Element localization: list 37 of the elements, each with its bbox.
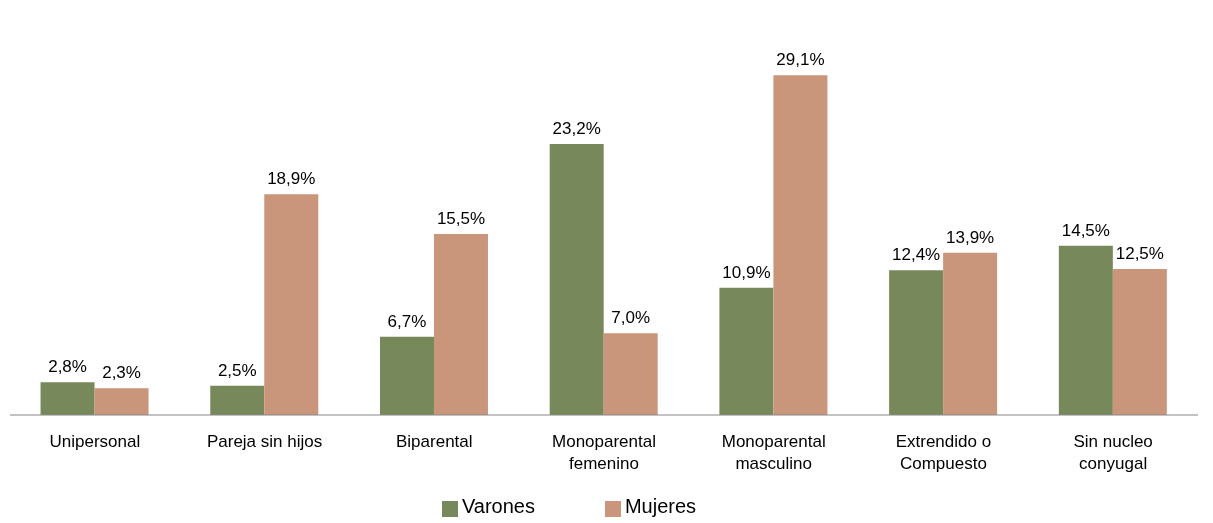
x-tick-label: Pareja sin hijos — [206, 432, 323, 451]
x-tick-label: Sin nucleo conyugal — [1073, 432, 1153, 473]
data-label: 10,9% — [722, 262, 771, 282]
data-label: 14,5% — [1061, 220, 1110, 240]
x-tick-label: Monoparental femenino — [552, 432, 656, 473]
data-label: 23,2% — [552, 119, 601, 139]
bar — [719, 287, 774, 415]
x-tick-label: Extrendido o Compuesto — [895, 432, 992, 473]
bar — [549, 144, 604, 415]
data-label: 2,5% — [217, 360, 257, 380]
data-label: 6,7% — [387, 311, 427, 331]
data-label: 12,4% — [892, 245, 941, 265]
bar — [40, 382, 95, 415]
bar — [943, 252, 998, 415]
bar — [1112, 269, 1167, 415]
data-label: 29,1% — [776, 50, 825, 70]
data-label: 12,5% — [1115, 244, 1164, 264]
bar — [379, 336, 434, 415]
bar — [210, 385, 265, 415]
data-label: 2,8% — [48, 357, 87, 377]
bar — [94, 388, 149, 415]
legend-label: Mujeres — [624, 495, 697, 517]
bar — [603, 333, 658, 415]
bar — [264, 194, 319, 415]
data-label: 15,5% — [436, 209, 486, 228]
bar — [1058, 245, 1113, 415]
data-label: 13,9% — [946, 227, 995, 247]
bar — [889, 270, 944, 415]
x-tick-label: Unipersonal — [49, 432, 141, 451]
bar — [433, 234, 488, 415]
data-label: 2,3% — [102, 363, 141, 383]
bar — [773, 75, 828, 415]
data-label: 18,9% — [267, 169, 316, 189]
x-tick-label: Monoparental masculino — [721, 432, 826, 473]
x-tick-label: Biparental — [396, 432, 473, 451]
legend-label: Varones — [461, 495, 535, 517]
data-label: 7,0% — [611, 308, 651, 328]
